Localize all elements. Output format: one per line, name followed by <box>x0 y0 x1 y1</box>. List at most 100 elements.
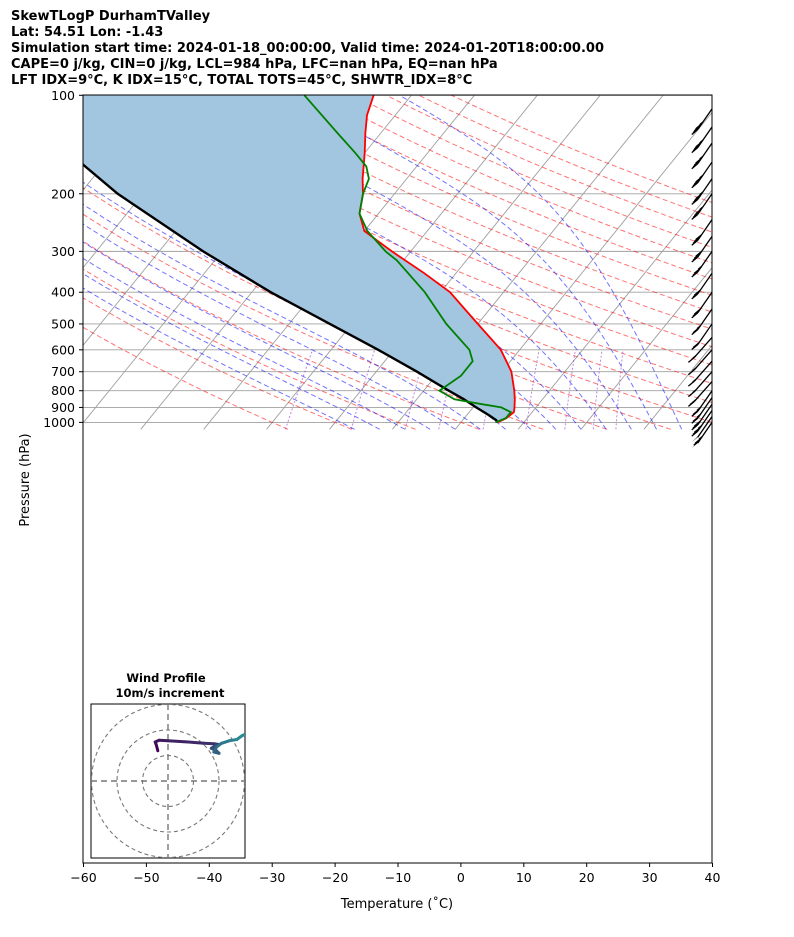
x-tick-label: −30 <box>259 870 285 885</box>
y-tick-label: 600 <box>51 342 75 357</box>
wind-barb <box>691 236 713 263</box>
moist-adiabat-line <box>83 223 456 430</box>
title-line-indices: LFT IDX=9°C, K IDX=15°C, TOTAL TOTS=45°C… <box>11 73 473 88</box>
wind-barb-staff <box>697 416 713 438</box>
mixing-ratio-line <box>592 349 603 430</box>
mixing-ratio-line <box>615 349 624 430</box>
wind-barb <box>691 397 713 424</box>
wind-barb-staff <box>693 337 713 358</box>
x-axis-ticks: −60 −50 −40 −30 −20 −10 0 10 20 30 40 <box>70 863 720 885</box>
wind-barb-feather <box>695 234 703 241</box>
wind-barb-feather <box>698 435 703 440</box>
y-tick-label: 1000 <box>43 415 75 430</box>
wind-barb <box>691 250 713 278</box>
wind-barb <box>691 108 713 135</box>
wind-barb <box>691 272 713 300</box>
wind-barb <box>691 390 713 417</box>
hodograph-plot <box>91 704 245 858</box>
y-tick-label: 900 <box>51 400 75 415</box>
y-tick-label: 300 <box>51 244 75 259</box>
x-tick-label: 40 <box>705 870 721 885</box>
dry-adiabat-line <box>83 297 352 430</box>
isotherm-line <box>517 189 712 430</box>
wind-barb-feather <box>699 174 704 179</box>
isotherm-line <box>83 95 98 114</box>
wind-barb-feather <box>699 206 704 211</box>
hodograph-subtitle: 10m/s increment <box>116 686 225 700</box>
hodograph-inset: Wind Profile 10m/s increment <box>90 671 246 859</box>
mixing-ratio-line <box>564 349 576 430</box>
y-axis-label: Pressure (hPa) <box>18 433 33 526</box>
profile-lines <box>83 95 516 424</box>
y-tick-label: 200 <box>51 186 75 201</box>
wind-barb-feather <box>692 342 700 349</box>
isotherm-line <box>329 95 601 430</box>
wind-barb <box>691 161 713 189</box>
title-line-station: SkewTLogP DurhamTValley <box>11 9 211 24</box>
moist-adiabat-line <box>83 181 506 430</box>
wind-barb <box>687 337 713 363</box>
moist-adiabat-line <box>83 273 381 430</box>
wind-barb <box>691 142 713 170</box>
parcel-profile-line <box>83 163 499 423</box>
x-tick-label: 0 <box>457 870 465 885</box>
moist-adiabat-line <box>83 203 481 430</box>
moist-adiabat-line <box>207 95 632 430</box>
wind-barb-feather <box>699 155 704 160</box>
cape-cin-fill <box>83 95 515 423</box>
mixing-ratio-line <box>350 349 376 430</box>
wind-barb-staff <box>693 360 713 382</box>
wind-barb <box>687 371 713 398</box>
cin-shaded-area <box>83 95 515 423</box>
moist-adiabat-line <box>293 95 658 430</box>
dry-adiabat-line <box>190 95 712 330</box>
x-tick-label: 20 <box>579 870 595 885</box>
hodograph-title: Wind Profile <box>126 671 206 685</box>
wind-barb-feather <box>696 325 701 330</box>
wind-barb <box>691 308 713 336</box>
wind-barb-flag <box>691 434 700 443</box>
dry-adiabat-line <box>320 95 712 264</box>
y-tick-label: 700 <box>51 364 75 379</box>
x-tick-label: −40 <box>196 870 222 885</box>
wind-barb <box>691 291 713 319</box>
title-line-cape: CAPE=0 j/kg, CIN=0 j/kg, LCL=984 hPa, LF… <box>11 57 498 72</box>
isotherm-line <box>580 267 712 430</box>
wind-barb <box>687 349 713 376</box>
wind-barb <box>687 360 713 387</box>
wind-barb <box>687 381 713 407</box>
wind-barb <box>691 178 713 205</box>
wind-barb-feather <box>697 425 703 429</box>
wind-barb <box>691 323 713 351</box>
wind-barb <box>691 193 713 220</box>
x-tick-label: −20 <box>322 870 348 885</box>
mixing-ratio-line <box>525 349 540 430</box>
isotherm-line <box>0 95 34 429</box>
wind-barb-feather <box>697 265 703 270</box>
isotherm-line <box>643 344 712 430</box>
wind-barbs <box>687 108 713 449</box>
hodograph-trace-segment <box>186 740 206 745</box>
moist-adiabat-line <box>83 257 406 430</box>
wind-barb <box>691 416 713 443</box>
y-tick-label: 400 <box>51 285 75 300</box>
title-line-location: Lat: 54.51 Lon: -1.43 <box>11 25 164 40</box>
wind-barb-feather <box>699 139 704 144</box>
dry-adiabat-line <box>353 95 712 248</box>
temperature-profile-line <box>358 95 516 424</box>
wind-barb-staff <box>697 323 713 345</box>
dry-adiabat-line <box>83 326 289 430</box>
wind-barb-feather <box>696 407 701 411</box>
wind-barb-feather <box>689 399 697 406</box>
y-tick-label: 100 <box>51 88 75 103</box>
wind-barb-feather <box>692 367 697 372</box>
wind-barb <box>691 410 713 437</box>
wind-barb-feather <box>692 378 697 383</box>
y-tick-label: 500 <box>51 316 75 331</box>
x-axis-label: Temperature (˚C) <box>340 896 453 912</box>
wind-barb-staff <box>693 349 713 371</box>
mixing-ratio-line <box>285 349 314 430</box>
wind-barb-staff <box>693 371 713 393</box>
